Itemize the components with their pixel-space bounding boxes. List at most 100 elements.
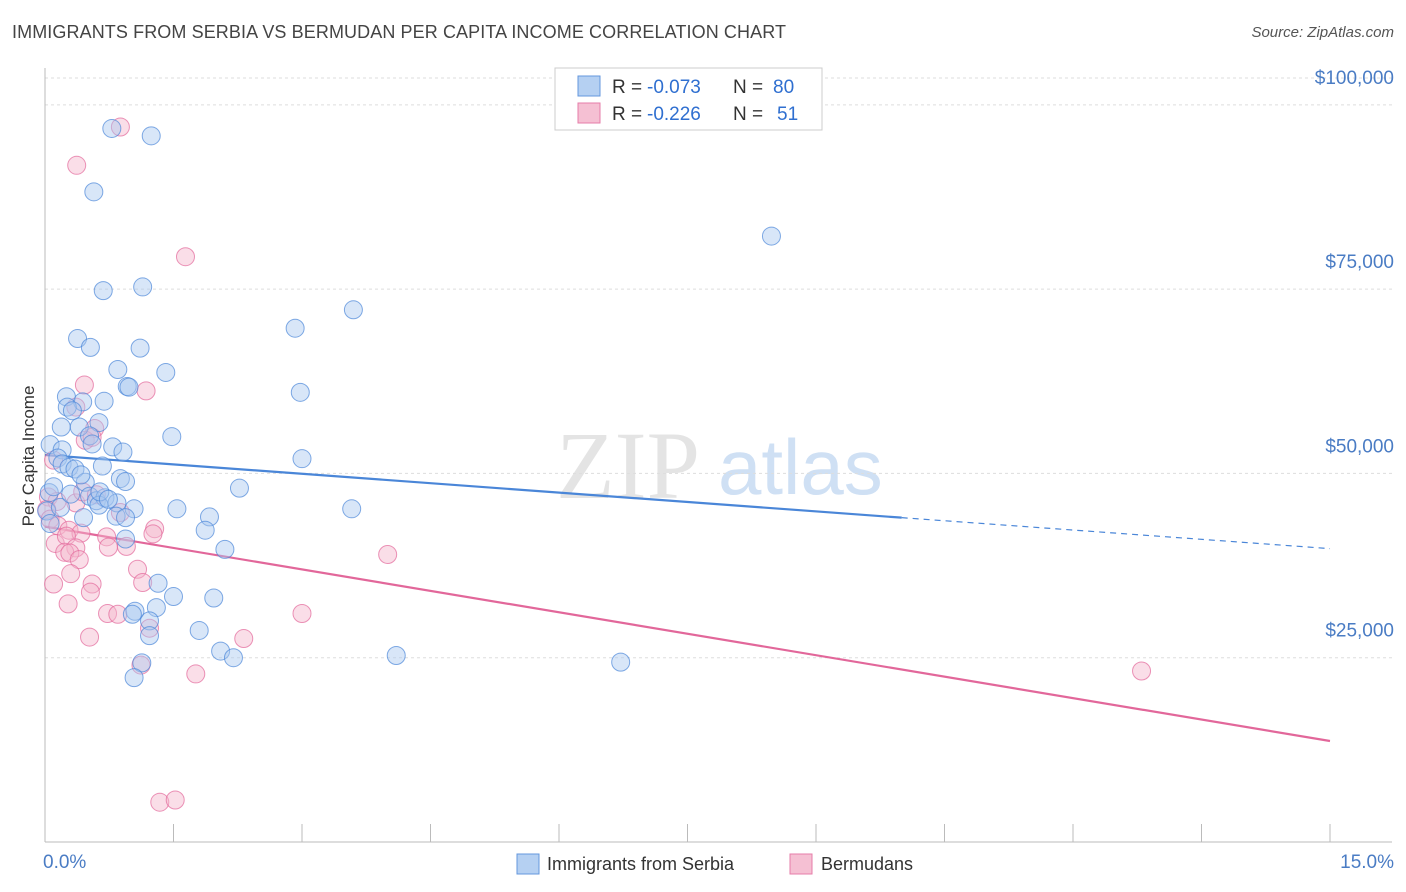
serbia-point (80, 337, 100, 357)
serbia-point (59, 458, 79, 478)
chart-title: IMMIGRANTS FROM SERBIA VS BERMUDAN PER C… (12, 22, 787, 42)
serbia-point (167, 499, 187, 519)
bermuda-trend-line (44, 525, 1331, 743)
serbia-legend-swatch (577, 75, 601, 97)
serbia-point (113, 442, 133, 462)
y-axis-label: Per Capita Income (19, 386, 38, 527)
serbia-point (130, 338, 150, 358)
serbia-point (116, 472, 136, 492)
gridlines (45, 77, 1392, 659)
serbia-point (215, 539, 235, 559)
bermuda-point (175, 247, 195, 267)
serbia-point (65, 459, 85, 479)
serbia-point (61, 484, 81, 504)
y-tick-label-75000: $75,000 (1325, 252, 1394, 273)
serbia-r-value: -0.073 (647, 77, 701, 98)
serbia-point (343, 300, 363, 320)
serbia-point (292, 449, 312, 469)
serbia-point (140, 626, 160, 646)
watermark-atlas: atlas (718, 423, 883, 511)
serbia-point (82, 434, 102, 454)
serbia-point (62, 401, 82, 421)
serbia-series-label: Immigrants from Serbia (547, 854, 735, 874)
serbia-point (164, 587, 183, 607)
serbia-point (141, 126, 161, 146)
bermuda-point (140, 618, 160, 638)
y-tick-label-25000: $25,000 (1325, 621, 1394, 642)
serbia-point (84, 182, 104, 202)
serbia-point (195, 520, 215, 540)
y-tick-label-50000: $50,000 (1325, 436, 1394, 457)
bermuda-point (82, 574, 102, 594)
x-tick-label-min: 0.0% (43, 852, 86, 873)
serbia-point (116, 508, 136, 528)
source-credit: Source: ZipAtlas.com (1251, 24, 1394, 41)
bermuda-n-label: N = (733, 104, 763, 125)
serbia-point (108, 359, 128, 379)
serbia-point (95, 488, 115, 508)
bermuda-point (136, 381, 156, 401)
serbia-point (223, 648, 243, 668)
bermuda-point (67, 155, 87, 175)
trend-lines (44, 453, 1331, 743)
serbia-trend-extension (901, 517, 1331, 550)
serbia-point (102, 118, 122, 138)
serbia-point (89, 413, 109, 433)
bermuda-point (74, 375, 94, 395)
serbia-point (133, 277, 153, 297)
serbia-point (40, 514, 60, 534)
bermuda-r-label: R = (612, 104, 642, 125)
bermuda-points (37, 117, 1152, 812)
bermuda-series-swatch (789, 853, 813, 875)
serbia-series-swatch (516, 853, 540, 875)
bermuda-point (60, 543, 80, 563)
bermuda-point (143, 524, 163, 544)
serbia-point (119, 377, 139, 397)
bermuda-point (71, 523, 91, 543)
serbia-point (103, 437, 123, 457)
bermuda-point (1132, 661, 1152, 681)
bermuda-n-value: 51 (777, 104, 798, 125)
serbia-point (117, 376, 137, 396)
y-tick-label-100000: $100,000 (1315, 68, 1394, 89)
bermuda-point (186, 664, 206, 684)
serbia-n-value: 80 (773, 77, 794, 98)
serbia-point (110, 469, 130, 489)
serbia-point (44, 477, 64, 497)
serbia-point (761, 226, 781, 246)
bermuda-legend-swatch (577, 102, 601, 124)
serbia-point (50, 497, 70, 517)
serbia-n-label: N = (733, 77, 763, 98)
bermuda-point (98, 603, 118, 623)
serbia-point (116, 529, 136, 549)
serbia-point (342, 499, 362, 519)
bermuda-point (165, 790, 185, 810)
serbia-points (37, 118, 781, 688)
serbia-point (98, 489, 118, 509)
serbia-point (189, 620, 209, 640)
bermuda-point (234, 629, 254, 649)
bermuda-series-label: Bermudans (821, 854, 913, 874)
stats-legend: R = -0.073 N = 80 R = -0.226 N = 51 (554, 67, 823, 131)
serbia-point (140, 611, 160, 631)
serbia-point (204, 588, 224, 608)
bermuda-point (58, 594, 78, 614)
serbia-point (124, 668, 144, 688)
serbia-point (125, 601, 145, 621)
serbia-point (290, 382, 310, 402)
serbia-point (74, 508, 94, 528)
series-legend: Immigrants from Serbia Bermudans (516, 853, 913, 875)
serbia-point (57, 397, 77, 417)
bermuda-point (116, 536, 136, 556)
bermuda-r-value: -0.226 (647, 104, 701, 125)
serbia-point (386, 646, 406, 666)
serbia-point (122, 604, 142, 624)
bermuda-point (98, 537, 118, 557)
bermuda-point (61, 564, 81, 584)
bermuda-point (133, 573, 153, 593)
bermuda-point (150, 792, 170, 812)
serbia-point (51, 417, 71, 437)
serbia-point (229, 478, 249, 498)
bermuda-point (292, 603, 312, 623)
bermuda-point (378, 545, 398, 565)
